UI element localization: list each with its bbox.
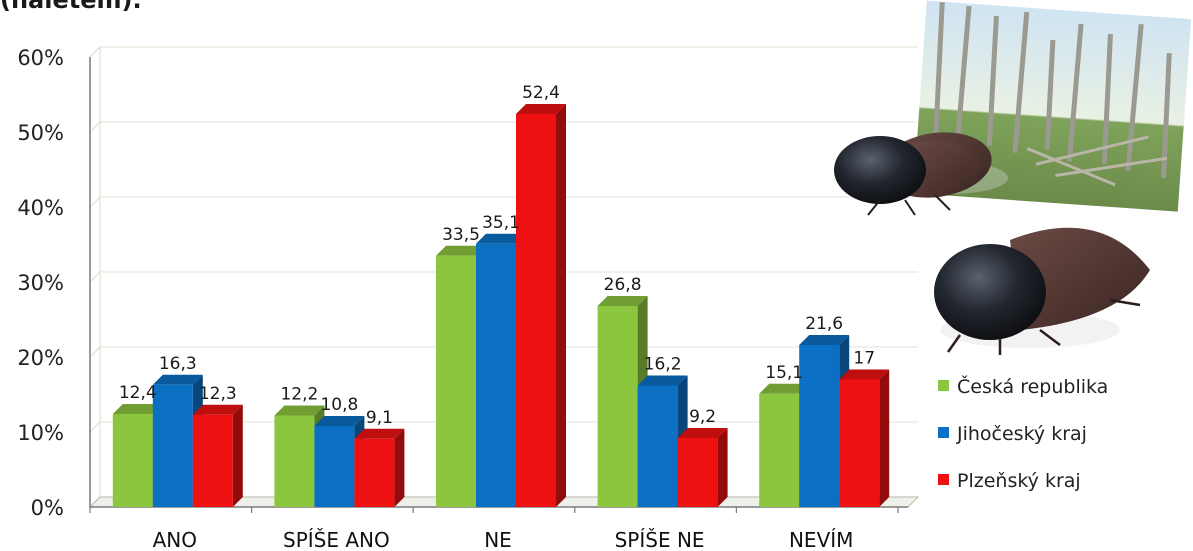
legend-swatch xyxy=(938,427,949,438)
data-labels: 12,416,312,3 12,210,8 9,1 33,535,1 52,4 26,8 1… xyxy=(119,83,875,428)
y-tick-label: 60% xyxy=(17,46,64,70)
data-label: 16,2 xyxy=(644,355,682,375)
bar-top xyxy=(152,374,203,385)
bar xyxy=(152,384,193,507)
bark-beetle-icon xyxy=(934,227,1150,355)
y-tick-label: 10% xyxy=(17,421,64,445)
legend-swatch xyxy=(938,474,949,485)
bar xyxy=(354,438,395,507)
bar xyxy=(274,415,315,507)
x-tick-label: NEVÍM xyxy=(789,528,853,551)
y-tick-label: 40% xyxy=(17,196,64,220)
bar xyxy=(192,414,233,507)
data-label: 16,3 xyxy=(159,354,197,374)
bar xyxy=(839,379,880,507)
y-tick-label: 20% xyxy=(17,346,64,370)
data-label: 21,6 xyxy=(805,314,843,334)
bar-top xyxy=(476,233,526,244)
bar-top xyxy=(192,404,243,415)
bar-top xyxy=(759,383,810,394)
bar xyxy=(759,393,800,507)
bar xyxy=(112,414,153,507)
gridline xyxy=(89,196,101,208)
bar-top xyxy=(274,405,325,416)
data-label: 9,2 xyxy=(689,407,716,427)
axes: 0% 10% 20% 30% 40% 50% 60% ANO SPÍŠE ANO NE SPÍŠE … xyxy=(17,46,908,551)
data-label: 33,5 xyxy=(442,225,480,245)
bar-top xyxy=(677,428,728,438)
x-tick-label: SPÍŠE ANO xyxy=(283,528,390,551)
data-label: 52,4 xyxy=(522,83,560,103)
bar-top xyxy=(839,369,890,380)
bar-top xyxy=(436,245,486,256)
data-label: 15,1 xyxy=(765,363,803,383)
legend-label: Jihočeský kraj xyxy=(956,423,1087,445)
data-label: 17 xyxy=(853,349,875,369)
bark-beetle-forest-photo xyxy=(834,0,1193,355)
gridline xyxy=(89,421,101,433)
legend: Česká republika Jihočeský kraj Plzeňský kr… xyxy=(938,374,1108,492)
gridline xyxy=(89,121,101,133)
data-label: 10,8 xyxy=(320,395,358,415)
bar-top xyxy=(112,404,163,414)
bar xyxy=(799,345,840,507)
bark-beetle-icon xyxy=(834,132,1008,216)
data-label: 12,2 xyxy=(280,385,318,405)
bar xyxy=(516,114,556,507)
gridline xyxy=(89,346,101,358)
y-tick-label: 50% xyxy=(17,121,64,145)
bar xyxy=(677,438,718,507)
bar xyxy=(597,306,638,507)
legend-label: Plzeňský kraj xyxy=(957,470,1081,492)
bar-top xyxy=(516,104,566,114)
gridline xyxy=(89,46,101,58)
data-label: 12,3 xyxy=(199,384,237,404)
bar xyxy=(314,426,355,507)
bar-side xyxy=(879,369,890,507)
y-tick-label: 0% xyxy=(31,496,64,520)
data-label: 26,8 xyxy=(604,275,642,295)
y-tick-label: 30% xyxy=(17,271,64,295)
bar-top xyxy=(314,416,365,426)
x-tick-label: NE xyxy=(484,528,512,551)
bar xyxy=(476,243,516,507)
data-label: 12,4 xyxy=(119,383,157,403)
bar-side xyxy=(394,428,405,507)
legend-swatch xyxy=(938,380,949,391)
bar-top xyxy=(799,335,850,345)
bar-top xyxy=(354,428,405,439)
gridline xyxy=(89,271,101,283)
bars xyxy=(112,104,890,507)
bar xyxy=(637,385,678,507)
x-tick-label: ANO xyxy=(153,528,197,551)
chart-title-fragment: (nalétem). xyxy=(0,0,142,14)
data-label: 9,1 xyxy=(366,408,393,428)
bar-top xyxy=(637,375,688,386)
data-label: 35,1 xyxy=(482,213,520,233)
bar-side xyxy=(717,428,728,507)
bar-side xyxy=(556,104,566,507)
x-tick-label: SPÍŠE NE xyxy=(615,528,705,551)
legend-label: Česká republika xyxy=(957,374,1108,398)
bar-side xyxy=(232,404,243,507)
bar-top xyxy=(597,296,648,306)
bar xyxy=(436,255,476,507)
